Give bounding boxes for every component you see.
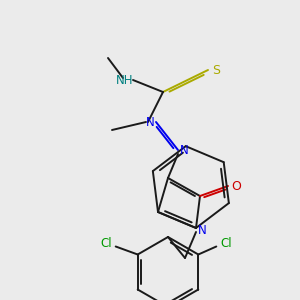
Text: NH: NH: [116, 74, 134, 86]
Text: N: N: [146, 116, 154, 128]
Text: O: O: [231, 179, 241, 193]
Text: Cl: Cl: [220, 237, 232, 250]
Text: N: N: [198, 224, 206, 236]
Text: S: S: [212, 64, 220, 76]
Text: Cl: Cl: [100, 237, 112, 250]
Text: N: N: [180, 143, 188, 157]
